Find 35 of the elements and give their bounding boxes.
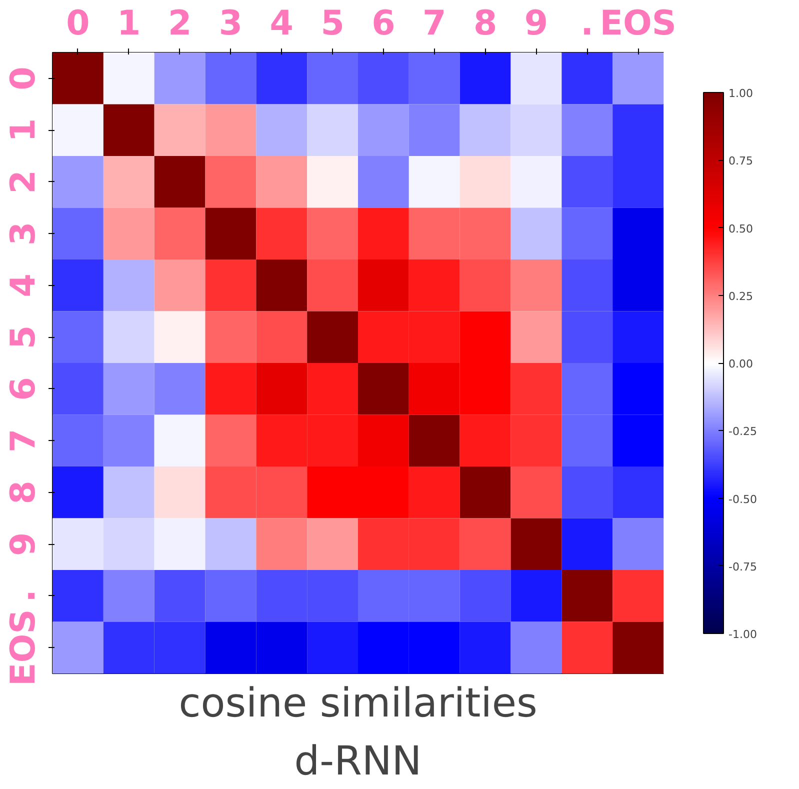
y-tick-label: 8 bbox=[4, 480, 44, 504]
x-tick-label: 1 bbox=[117, 4, 141, 44]
x-tick-label: 5 bbox=[320, 4, 344, 44]
y-tick-label: 4 bbox=[4, 274, 44, 298]
color-bar-label: 0.00 bbox=[728, 358, 753, 370]
color-bar-label: -1.00 bbox=[728, 628, 757, 641]
x-tick-label: EOS bbox=[600, 4, 676, 44]
y-tick-label: 0 bbox=[4, 66, 44, 90]
color-bar-label: 1.00 bbox=[728, 87, 753, 100]
text: d-RNN bbox=[294, 738, 422, 784]
y-tick-label: . bbox=[4, 589, 44, 602]
x-tick-label: 8 bbox=[473, 4, 498, 44]
x-tick-label: 3 bbox=[218, 4, 243, 44]
x-tick-label: . bbox=[580, 4, 594, 44]
color-bar-label: 0.75 bbox=[728, 154, 753, 168]
y-tick-label: 6 bbox=[4, 377, 44, 401]
color-bar-label: 0.25 bbox=[728, 290, 753, 303]
y-tick-label: 5 bbox=[4, 325, 44, 349]
y-tick-label: EOS bbox=[4, 609, 44, 686]
x-tick-label: 9 bbox=[524, 4, 548, 44]
x-tick-label: 6 bbox=[372, 4, 396, 44]
y-tick-label: 7 bbox=[4, 428, 44, 452]
x-tick-label: 7 bbox=[422, 4, 446, 44]
color-bar-label: 0.50 bbox=[728, 222, 753, 236]
text: cosine similarities bbox=[178, 680, 538, 726]
y-tick-label: 3 bbox=[4, 222, 44, 246]
x-tick-label: 0 bbox=[66, 4, 90, 44]
y-tick-label: 9 bbox=[4, 532, 44, 556]
color-bar-label: -0.75 bbox=[728, 560, 757, 574]
color-bar-label: -0.50 bbox=[728, 492, 757, 506]
color-bar-label: -0.25 bbox=[728, 425, 757, 438]
x-tick-label: 2 bbox=[168, 4, 192, 44]
x-tick-label: 4 bbox=[270, 4, 294, 44]
y-tick-label: 1 bbox=[4, 118, 44, 142]
y-tick-label: 2 bbox=[4, 170, 44, 194]
